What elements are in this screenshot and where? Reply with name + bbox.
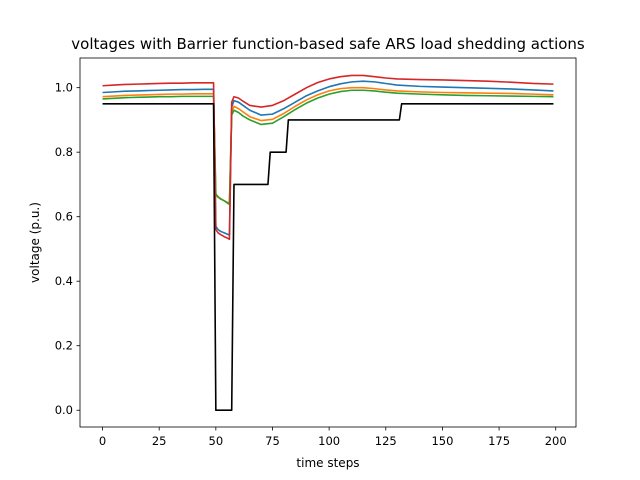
y-axis-label: voltage (p.u.) <box>28 202 42 283</box>
x-tick-label: 75 <box>265 434 280 448</box>
series-line-2 <box>102 86 554 204</box>
series-line-4 <box>102 74 554 241</box>
y-tick-label: 0.8 <box>55 145 73 159</box>
y-tick-label: 0.2 <box>55 339 73 353</box>
x-tick-label: 150 <box>431 434 453 448</box>
x-ticks: 0 25 50 75 100 125 150 175 200 <box>99 427 567 448</box>
y-tick-label: 0.0 <box>55 403 73 417</box>
y-tick-label: 1.0 <box>55 81 73 95</box>
series-group <box>102 74 554 412</box>
x-axis-label: time steps <box>296 456 359 470</box>
plot-area: 0 25 50 75 100 125 150 175 200 0.0 0.2 0.4 0.6 0.8 1.… <box>55 57 577 448</box>
series-line-1 <box>102 80 554 236</box>
x-tick-label: 125 <box>375 434 397 448</box>
axes-frame <box>79 57 577 428</box>
y-tick-label: 0.4 <box>55 274 73 288</box>
plot-background <box>80 58 576 427</box>
series-line-5 <box>102 103 554 412</box>
chart-title: voltages with Barrier function-based saf… <box>71 35 585 53</box>
x-tick-label: 100 <box>318 434 340 448</box>
series-line-3 <box>102 89 554 206</box>
x-tick-label: 0 <box>99 434 106 448</box>
x-tick-label: 175 <box>488 434 510 448</box>
x-tick-label: 25 <box>152 434 167 448</box>
y-tick-label: 0.6 <box>55 210 73 224</box>
x-tick-label: 50 <box>209 434 224 448</box>
x-tick-label: 200 <box>545 434 567 448</box>
y-ticks: 0.0 0.2 0.4 0.6 0.8 1.0 <box>55 81 80 417</box>
